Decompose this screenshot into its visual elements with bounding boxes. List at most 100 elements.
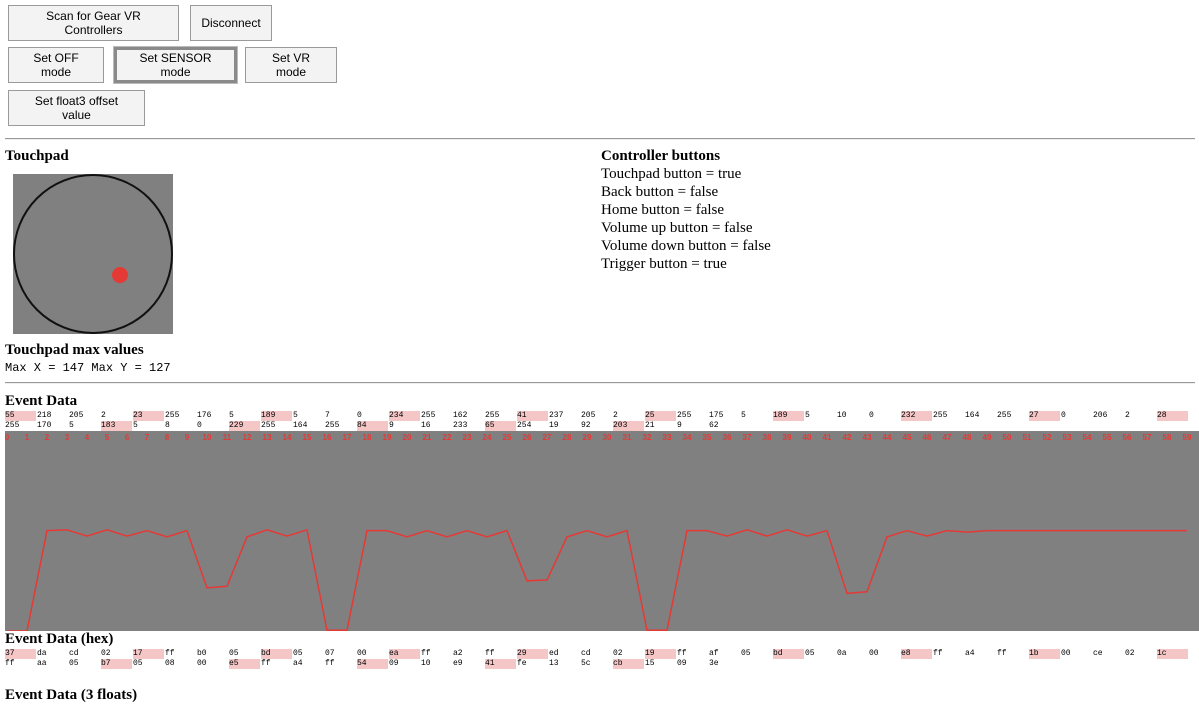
x-tick-label: 45 <box>903 433 912 442</box>
byte-cell: 27 <box>1029 411 1060 421</box>
x-tick-label: 54 <box>1083 433 1092 442</box>
x-tick-label: 11 <box>223 433 232 442</box>
button[interactable]: Set OFF mode <box>8 47 104 83</box>
byte-cell: cb <box>613 659 644 669</box>
byte-cell: 00 <box>869 649 879 658</box>
x-tick-label: 44 <box>883 433 892 442</box>
touchpad-circle <box>13 174 173 334</box>
x-tick-label: 21 <box>423 433 432 442</box>
byte-cell: 09 <box>389 659 399 668</box>
x-tick-label: 39 <box>783 433 792 442</box>
byte-cell: 232 <box>901 411 932 421</box>
event-data-title: Event Data <box>5 393 78 409</box>
button[interactable]: Scan for Gear VR Controllers <box>8 5 179 41</box>
byte-cell: 05 <box>69 659 79 668</box>
x-tick-label: 34 <box>683 433 692 442</box>
x-tick-label: 36 <box>723 433 732 442</box>
touchpad-max-title: Touchpad max values <box>5 342 144 358</box>
byte-cell: 0 <box>1061 411 1066 420</box>
byte-cell: a4 <box>293 659 303 668</box>
byte-cell: 255 <box>997 411 1012 420</box>
x-tick-label: 18 <box>363 433 372 442</box>
x-tick-label: 0 <box>5 433 10 442</box>
byte-cell: 175 <box>709 411 724 420</box>
byte-cell: 5 <box>69 421 74 430</box>
byte-cell: ff <box>325 659 335 668</box>
x-tick-label: 47 <box>943 433 952 442</box>
x-tick-label: 3 <box>65 433 70 442</box>
byte-cell: 7 <box>325 411 330 420</box>
byte-cell: ff <box>165 649 175 658</box>
byte-cell: da <box>37 649 47 658</box>
controller-button-state: Trigger button = true <box>601 256 727 272</box>
byte-cell: ff <box>933 649 943 658</box>
button[interactable]: Set VR mode <box>245 47 337 83</box>
x-tick-label: 42 <box>843 433 852 442</box>
separator <box>5 382 1195 384</box>
byte-cell: 8 <box>165 421 170 430</box>
byte-cell: e5 <box>229 659 260 669</box>
byte-cell: 218 <box>37 411 52 420</box>
byte-cell: 189 <box>773 411 804 421</box>
byte-cell: 55 <box>5 411 36 421</box>
x-tick-label: 31 <box>623 433 632 442</box>
byte-cell: 02 <box>1125 649 1135 658</box>
controller-button-state: Home button = false <box>601 202 725 218</box>
byte-cell: b7 <box>101 659 132 669</box>
controller-button-state: Back button = false <box>601 184 719 200</box>
byte-cell: 23 <box>133 411 164 421</box>
x-tick-label: 1 <box>25 433 30 442</box>
byte-cell: 5 <box>293 411 298 420</box>
byte-cell: 05 <box>133 659 143 668</box>
byte-cell: 164 <box>293 421 308 430</box>
byte-cell: b0 <box>197 649 207 658</box>
byte-cell: ff <box>5 659 15 668</box>
x-tick-label: 2 <box>45 433 50 442</box>
x-tick-label: 4 <box>85 433 90 442</box>
x-tick-label: 59 <box>1183 433 1192 442</box>
x-tick-label: 35 <box>703 433 712 442</box>
byte-cell: 3e <box>709 659 719 668</box>
event-data-hex-title: Event Data (hex) <box>5 631 114 647</box>
button[interactable]: Set SENSOR mode <box>114 47 237 83</box>
byte-cell: 229 <box>229 421 260 431</box>
byte-cell: 205 <box>581 411 596 420</box>
byte-cell: 237 <box>549 411 564 420</box>
byte-cell: 2 <box>101 411 106 420</box>
x-tick-label: 16 <box>323 433 332 442</box>
byte-cell: 2 <box>613 411 618 420</box>
x-tick-label: 49 <box>983 433 992 442</box>
x-tick-label: 37 <box>743 433 752 442</box>
byte-cell: 10 <box>421 659 431 668</box>
byte-cell: bd <box>261 649 292 659</box>
x-tick-label: 43 <box>863 433 872 442</box>
x-tick-label: 5 <box>105 433 110 442</box>
byte-cell: 41 <box>517 411 548 421</box>
byte-cell: ff <box>421 649 431 658</box>
x-tick-label: 13 <box>263 433 272 442</box>
x-tick-label: 25 <box>503 433 512 442</box>
byte-cell: 5 <box>741 411 746 420</box>
byte-cell: 08 <box>165 659 175 668</box>
byte-cell: 5 <box>133 421 138 430</box>
controller-button-state: Volume down button = false <box>601 238 771 254</box>
byte-cell: 206 <box>1093 411 1108 420</box>
byte-cell: 00 <box>197 659 207 668</box>
byte-cell: 05 <box>741 649 751 658</box>
chart: 0 1 2 3 4 5 6 7 8 9 10 11 12 13 14 15 16 17 18 19 20 21 22 23 24… <box>5 431 1199 631</box>
button[interactable]: Set float3 offset value <box>8 90 145 126</box>
byte-cell: 10 <box>837 411 847 420</box>
touch-point <box>112 267 128 283</box>
byte-cell: 17 <box>133 649 164 659</box>
x-tick-label: 29 <box>583 433 592 442</box>
byte-cell: 183 <box>101 421 132 431</box>
x-tick-label: 32 <box>643 433 652 442</box>
byte-cell: 162 <box>453 411 468 420</box>
x-tick-label: 6 <box>125 433 130 442</box>
x-tick-label: 33 <box>663 433 672 442</box>
x-tick-label: 28 <box>563 433 572 442</box>
button[interactable]: Disconnect <box>190 5 272 41</box>
byte-cell: ff <box>677 649 687 658</box>
x-tick-label: 30 <box>603 433 612 442</box>
